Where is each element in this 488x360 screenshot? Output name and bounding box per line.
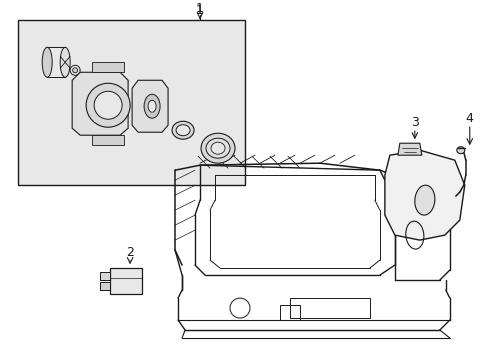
Bar bbox=[110, 268, 142, 294]
Polygon shape bbox=[384, 150, 464, 240]
Ellipse shape bbox=[201, 133, 235, 163]
Bar bbox=[100, 272, 110, 280]
Circle shape bbox=[86, 83, 130, 127]
Text: 2: 2 bbox=[126, 246, 134, 258]
Text: 1: 1 bbox=[196, 4, 203, 17]
Ellipse shape bbox=[414, 185, 434, 215]
Polygon shape bbox=[132, 80, 168, 132]
Ellipse shape bbox=[148, 100, 156, 112]
Ellipse shape bbox=[176, 125, 190, 136]
Ellipse shape bbox=[456, 147, 464, 154]
Ellipse shape bbox=[60, 47, 70, 77]
Text: 4: 4 bbox=[465, 112, 473, 125]
Ellipse shape bbox=[205, 138, 229, 158]
Polygon shape bbox=[397, 143, 421, 155]
Polygon shape bbox=[92, 135, 124, 145]
Text: 3: 3 bbox=[410, 116, 418, 129]
Text: 1: 1 bbox=[196, 2, 203, 15]
Ellipse shape bbox=[42, 47, 52, 77]
Bar bbox=[100, 282, 110, 290]
Ellipse shape bbox=[211, 142, 224, 154]
Polygon shape bbox=[72, 72, 128, 135]
Ellipse shape bbox=[172, 121, 194, 139]
Bar bbox=[18, 20, 244, 185]
Ellipse shape bbox=[73, 68, 78, 73]
Ellipse shape bbox=[70, 65, 80, 75]
Polygon shape bbox=[92, 62, 124, 72]
Circle shape bbox=[94, 91, 122, 119]
Bar bbox=[280, 305, 299, 320]
Ellipse shape bbox=[144, 94, 160, 118]
